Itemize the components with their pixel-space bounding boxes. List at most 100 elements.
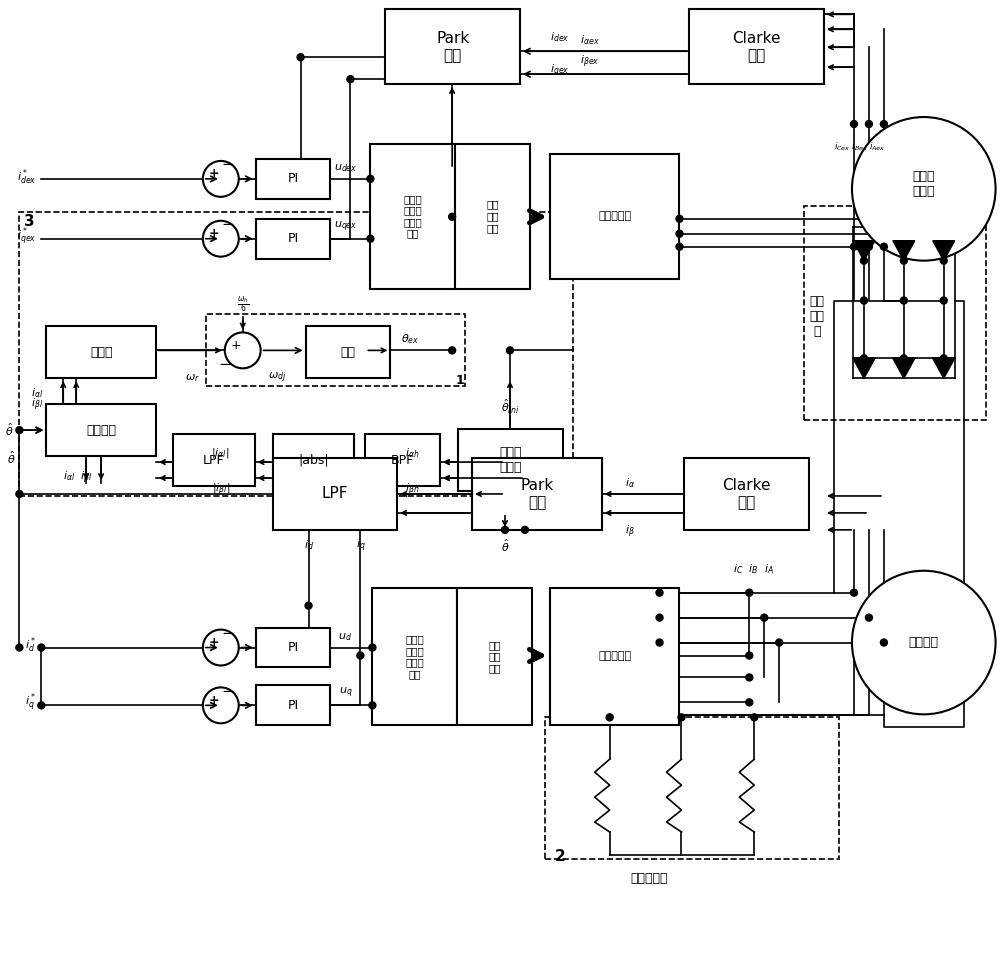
Circle shape: [369, 644, 376, 651]
Circle shape: [297, 54, 304, 61]
Circle shape: [506, 347, 513, 354]
FancyBboxPatch shape: [46, 326, 156, 378]
Circle shape: [203, 629, 239, 665]
Circle shape: [357, 652, 364, 659]
Text: −: −: [218, 357, 231, 372]
Text: $i_\beta$: $i_\beta$: [625, 524, 635, 540]
Circle shape: [865, 243, 872, 250]
Circle shape: [940, 355, 947, 362]
Circle shape: [852, 117, 996, 260]
FancyBboxPatch shape: [458, 429, 563, 491]
Circle shape: [865, 121, 872, 128]
Text: Clarke
变换: Clarke 变换: [723, 478, 771, 510]
Text: 小电阻负载: 小电阻负载: [631, 872, 668, 885]
Polygon shape: [893, 241, 915, 260]
FancyBboxPatch shape: [256, 219, 330, 258]
Text: $|i_{\alpha l}|$: $|i_{\alpha l}|$: [211, 446, 230, 460]
Text: $\hat{\theta}$: $\hat{\theta}$: [5, 422, 14, 439]
Text: LPF: LPF: [322, 487, 348, 501]
FancyBboxPatch shape: [385, 10, 520, 84]
Text: 初始位
置估计: 初始位 置估计: [499, 446, 522, 474]
Text: PI: PI: [288, 232, 299, 245]
Circle shape: [850, 121, 857, 128]
Text: $i_C$  $i_B$  $i_A$: $i_C$ $i_B$ $i_A$: [733, 562, 775, 576]
Text: +: +: [230, 339, 241, 352]
Circle shape: [860, 257, 867, 264]
Circle shape: [676, 215, 683, 223]
Text: $u_{dex}$: $u_{dex}$: [334, 162, 357, 174]
Circle shape: [367, 235, 374, 242]
Text: 三相逆变器: 三相逆变器: [598, 651, 631, 661]
Circle shape: [880, 243, 887, 250]
Circle shape: [860, 297, 867, 304]
Text: $i_d$: $i_d$: [304, 538, 314, 552]
Text: $u_d$: $u_d$: [338, 631, 352, 643]
Text: Park
变换: Park 变换: [436, 31, 469, 63]
Text: 旋转
整流
器: 旋转 整流 器: [810, 295, 825, 338]
Circle shape: [38, 644, 45, 651]
Circle shape: [880, 121, 887, 128]
Circle shape: [676, 230, 683, 237]
Text: 3: 3: [24, 214, 35, 229]
Text: $i_{dex}$: $i_{dex}$: [550, 30, 570, 45]
Text: $u_q$: $u_q$: [339, 686, 352, 701]
Circle shape: [501, 527, 508, 533]
Polygon shape: [853, 241, 875, 260]
Text: $i_{Cex}$ $i_{Bex}$ $i_{Aex}$: $i_{Cex}$ $i_{Bex}$ $i_{Aex}$: [834, 141, 886, 154]
Text: $i^*_{qex}$: $i^*_{qex}$: [17, 226, 36, 248]
Circle shape: [449, 347, 456, 354]
Text: PI: PI: [288, 172, 299, 186]
Text: PI: PI: [288, 641, 299, 654]
Text: $|i_{\beta l}|$: $|i_{\beta l}|$: [212, 482, 230, 499]
Text: $i_{\alpha l}$: $i_{\alpha l}$: [31, 386, 43, 400]
Polygon shape: [853, 358, 875, 378]
Circle shape: [449, 213, 456, 221]
Text: $\hat{\theta}$: $\hat{\theta}$: [501, 538, 509, 555]
FancyBboxPatch shape: [256, 159, 330, 198]
Text: $\hat{\theta}_{ini}$: $\hat{\theta}_{ini}$: [501, 398, 519, 416]
Text: $u_{qex}$: $u_{qex}$: [334, 220, 357, 233]
Circle shape: [900, 297, 907, 304]
Text: +: +: [209, 636, 219, 649]
Text: $i^*_q$: $i^*_q$: [25, 692, 36, 714]
Text: $i_{\alpha ex}$: $i_{\alpha ex}$: [580, 34, 600, 47]
Circle shape: [940, 297, 947, 304]
Circle shape: [852, 571, 996, 714]
Text: PI: PI: [288, 699, 299, 711]
FancyBboxPatch shape: [550, 588, 679, 725]
Circle shape: [900, 257, 907, 264]
Text: 逆变器
空间矢
量调制
控制: 逆变器 空间矢 量调制 控制: [405, 634, 424, 679]
Text: −: −: [221, 684, 234, 699]
Circle shape: [656, 614, 663, 621]
Circle shape: [203, 161, 239, 197]
Text: $i_{\beta l}$: $i_{\beta l}$: [31, 397, 43, 413]
Text: $\hat{\theta}$: $\hat{\theta}$: [7, 450, 16, 466]
Text: $i^*_d$: $i^*_d$: [25, 636, 36, 655]
FancyBboxPatch shape: [455, 144, 530, 288]
Text: LPF: LPF: [203, 454, 225, 467]
Circle shape: [850, 243, 857, 250]
Circle shape: [746, 652, 753, 659]
Text: 驱动
信号
输出: 驱动 信号 输出: [488, 640, 501, 673]
Text: BPF: BPF: [391, 454, 414, 467]
Circle shape: [369, 702, 376, 709]
Text: 逆变器
空间矢
量调制
控制: 逆变器 空间矢 量调制 控制: [403, 194, 422, 239]
Text: 三相主
励磁机: 三相主 励磁机: [913, 169, 935, 197]
Text: −: −: [221, 217, 234, 232]
Text: 1: 1: [455, 374, 464, 387]
Circle shape: [880, 639, 887, 646]
Circle shape: [776, 639, 783, 646]
Circle shape: [305, 602, 312, 609]
Text: +: +: [209, 227, 219, 240]
FancyBboxPatch shape: [372, 588, 457, 725]
Circle shape: [678, 713, 685, 721]
Circle shape: [850, 590, 857, 596]
Text: $i_{\beta h}$: $i_{\beta h}$: [405, 482, 419, 499]
Text: +: +: [209, 167, 219, 180]
Text: −: −: [221, 158, 234, 172]
Text: 驱动
信号
输出: 驱动 信号 输出: [486, 199, 499, 233]
Circle shape: [746, 674, 753, 681]
Circle shape: [521, 527, 528, 533]
Circle shape: [860, 355, 867, 362]
Circle shape: [940, 257, 947, 264]
